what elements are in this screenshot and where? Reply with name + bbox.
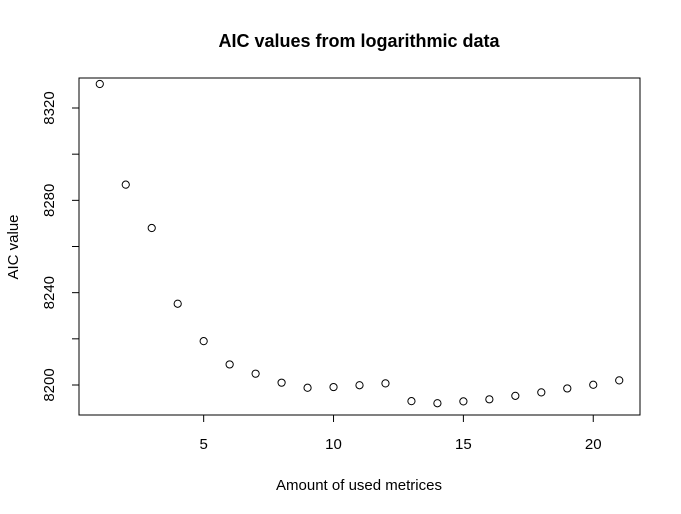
data-point bbox=[199, 337, 208, 346]
x-tick-label: 15 bbox=[455, 436, 472, 453]
data-point bbox=[95, 79, 104, 89]
data-point bbox=[485, 395, 494, 404]
data-point bbox=[381, 379, 390, 388]
x-axis: 5 10 15 20 bbox=[199, 414, 602, 453]
data-point bbox=[147, 223, 156, 233]
plot-frame bbox=[78, 77, 641, 416]
y-tick-label: 8280 bbox=[41, 184, 58, 217]
data-points bbox=[95, 79, 624, 408]
data-point bbox=[459, 397, 468, 406]
data-point bbox=[407, 397, 416, 406]
x-tick-label: 10 bbox=[325, 436, 342, 453]
y-axis: 8200 8240 8280 8320 bbox=[41, 91, 80, 402]
y-tick-label: 8320 bbox=[41, 91, 58, 124]
data-point bbox=[433, 399, 442, 408]
data-point bbox=[277, 378, 286, 387]
x-tick-label: 5 bbox=[199, 436, 207, 453]
data-point bbox=[615, 376, 624, 385]
data-point bbox=[121, 180, 130, 189]
data-point bbox=[225, 360, 234, 369]
y-tick-label: 8200 bbox=[41, 368, 58, 401]
data-point bbox=[303, 383, 312, 392]
data-point bbox=[355, 381, 364, 390]
x-tick-label: 20 bbox=[585, 436, 602, 453]
data-point bbox=[589, 380, 598, 389]
data-point bbox=[563, 384, 572, 393]
data-point bbox=[173, 299, 182, 308]
y-tick-label: 8240 bbox=[41, 276, 58, 309]
data-point bbox=[251, 369, 260, 378]
data-point bbox=[537, 388, 546, 397]
data-point bbox=[329, 382, 338, 392]
x-axis-label: Amount of used metrices bbox=[276, 477, 442, 494]
data-point bbox=[511, 391, 520, 400]
chart-title: AIC values from logarithmic data bbox=[218, 31, 500, 51]
y-axis-label: AIC value bbox=[5, 214, 22, 279]
